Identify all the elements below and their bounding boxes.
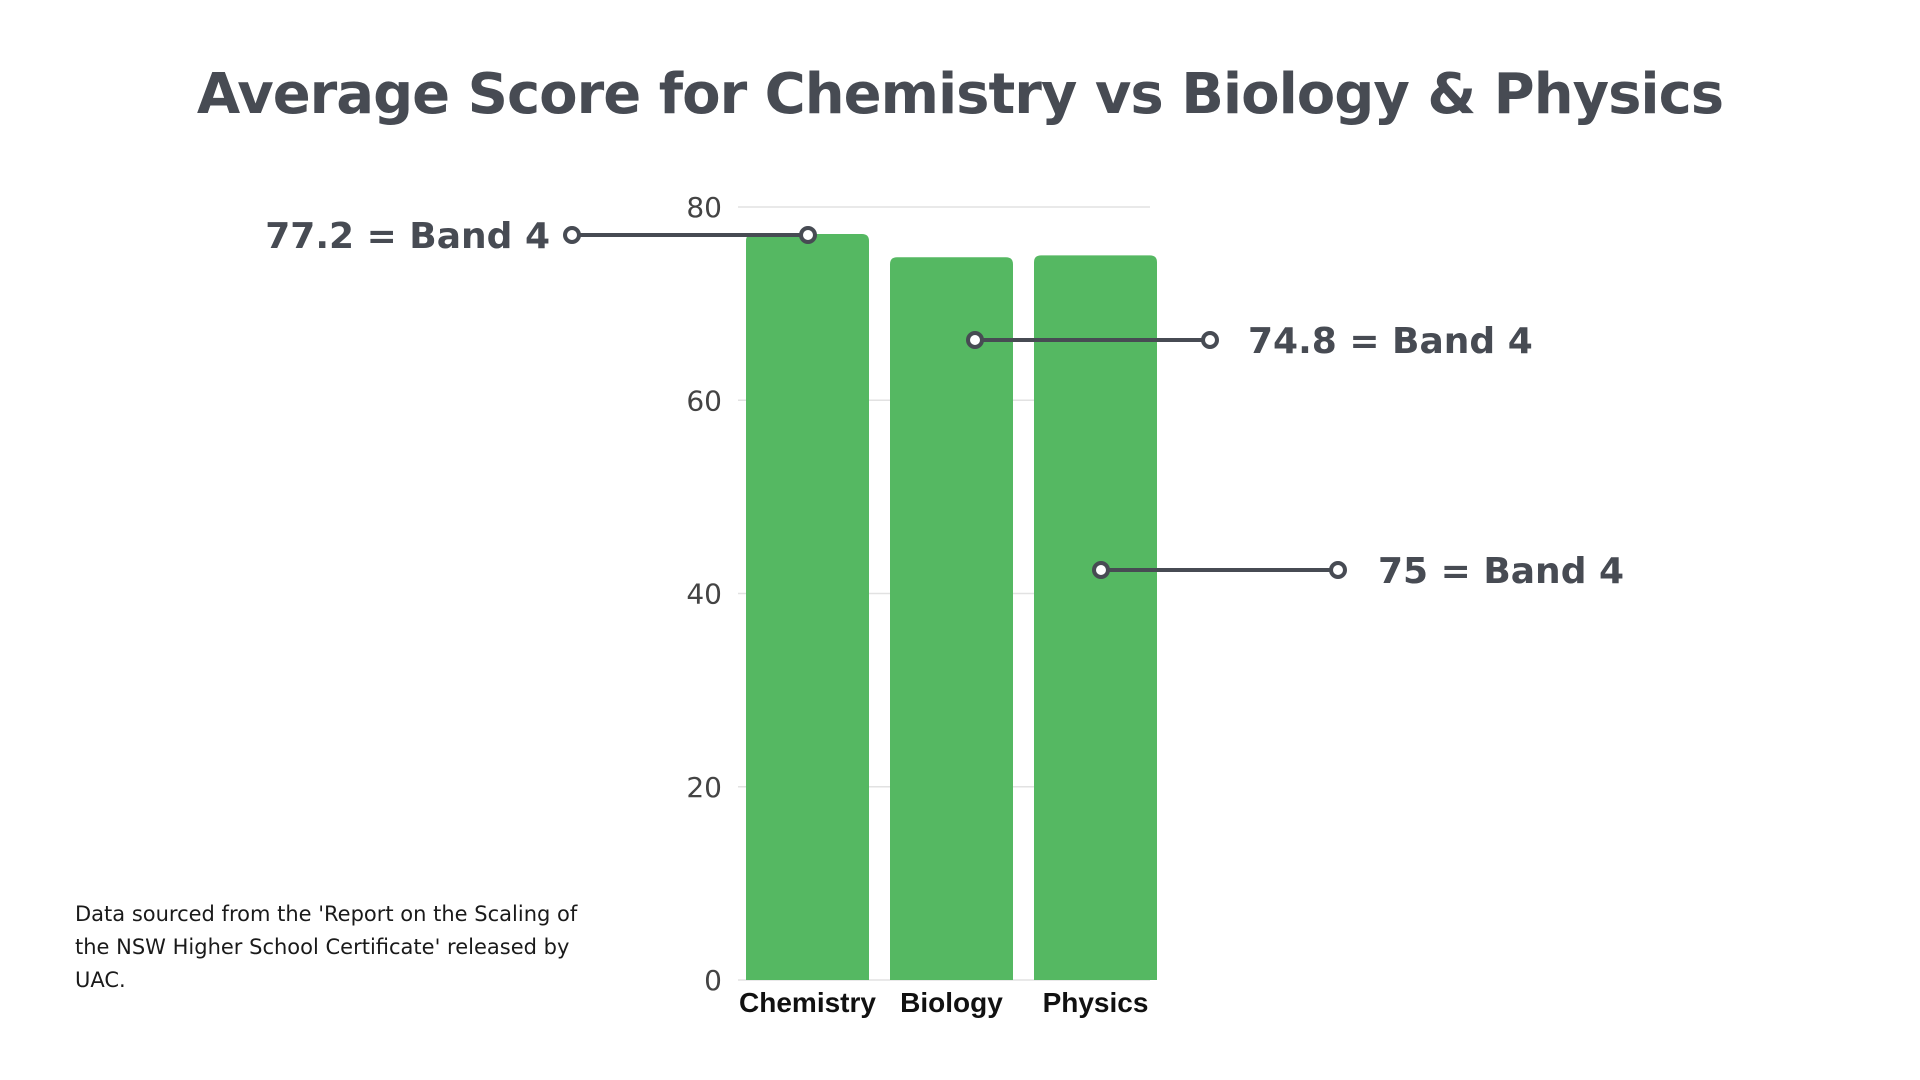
- y-axis-ticks: 0 20 40 60 80: [686, 191, 722, 997]
- callout-label-biology: 74.8 = Band 4: [1248, 321, 1533, 362]
- x-tick-label-physics: Physics: [1043, 987, 1149, 1018]
- callout-anchor-chemistry: [799, 226, 817, 244]
- callout-label-physics: 75 = Band 4: [1378, 551, 1624, 592]
- callout-end-biology: [1201, 331, 1219, 349]
- y-tick-label-60: 60: [686, 384, 722, 417]
- x-axis-ticks: Chemistry Biology Physics: [739, 987, 1148, 1018]
- y-tick-label-40: 40: [686, 578, 722, 611]
- callout-end-physics: [1329, 561, 1347, 579]
- callout-anchor-biology: [966, 331, 984, 349]
- bar-chemistry: [746, 234, 869, 980]
- callouts: 77.2 = Band 4 74.8 = Band 4 75 = Band 4: [265, 216, 1624, 592]
- y-tick-label-0: 0: [704, 964, 722, 997]
- bar-biology: [890, 257, 1013, 980]
- x-tick-label-chemistry: Chemistry: [739, 987, 876, 1018]
- bar-physics: [1034, 255, 1157, 980]
- source-note: Data sourced from the 'Report on the Sca…: [75, 902, 578, 992]
- callout-label-chemistry: 77.2 = Band 4: [265, 216, 550, 257]
- callout-anchor-physics: [1092, 561, 1110, 579]
- y-tick-label-20: 20: [686, 771, 722, 804]
- callout-end-chemistry: [563, 226, 581, 244]
- x-tick-label-biology: Biology: [900, 987, 1003, 1018]
- y-tick-label-80: 80: [686, 191, 722, 224]
- bars: [746, 234, 1157, 980]
- chart-title: Average Score for Chemistry vs Biology &…: [196, 62, 1724, 127]
